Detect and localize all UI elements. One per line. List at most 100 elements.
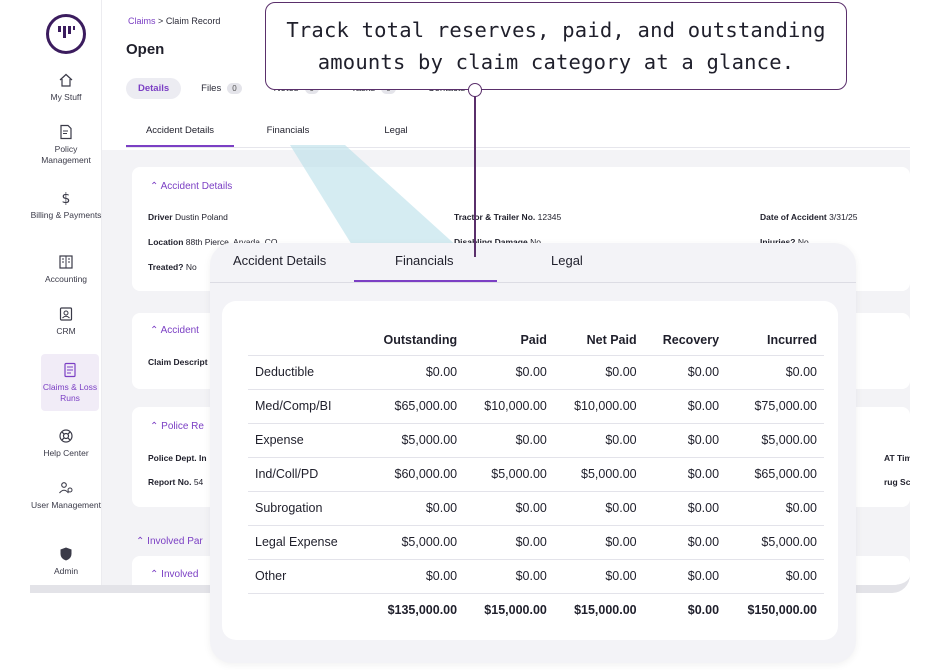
tab-files[interactable]: Files 0 xyxy=(189,78,254,99)
row-label xyxy=(248,592,362,627)
nav-help-center[interactable]: Help Center xyxy=(30,428,102,459)
treated-field: Treated? No xyxy=(148,262,197,272)
table-cell: $0.00 xyxy=(643,524,727,559)
subtab-legal[interactable]: Legal xyxy=(384,125,408,136)
driver-field: Driver Dustin Poland xyxy=(148,212,228,222)
row-label: Subrogation xyxy=(248,490,362,525)
field-label: Injuries? xyxy=(760,237,796,247)
table-cell: $0.00 xyxy=(643,490,727,525)
table-cell: $0.00 xyxy=(643,592,727,627)
subtab-accident-details[interactable]: Accident Details xyxy=(126,120,234,147)
table-row: Deductible $0.00 $0.00 $0.00 $0.00 $0.00 xyxy=(248,354,824,389)
nav-accounting[interactable]: Accounting xyxy=(30,254,102,285)
table-cell: $0.00 xyxy=(361,490,465,525)
column-header: Incurred xyxy=(766,332,817,347)
table-cell: $0.00 xyxy=(361,354,465,389)
zoom-tab-financials[interactable]: Financials xyxy=(395,253,454,268)
field-value: 12345 xyxy=(537,212,562,222)
nav-label: Billing & Payments xyxy=(30,210,102,220)
table-cell: $0.00 xyxy=(643,388,727,423)
nav-billing-payments[interactable]: $ Billing & Payments xyxy=(30,190,102,221)
claim-status-title: Open xyxy=(126,41,165,58)
column-header xyxy=(248,325,361,355)
breadcrumb: Claims > Claim Record xyxy=(128,16,220,26)
nav-claims-loss-runs[interactable]: Claims & Loss Runs xyxy=(41,354,99,412)
tab-label: Details xyxy=(138,83,170,94)
involved-parties-toggle[interactable]: ⌃ Involved Par xyxy=(136,536,203,547)
nav-label: Claims & Loss Runs xyxy=(42,382,98,403)
detail-subtabs: Accident Details Financials Legal xyxy=(126,120,450,147)
field-value: 54 xyxy=(193,477,204,487)
section-toggle[interactable]: ⌃ Accident Details xyxy=(150,181,233,192)
table-header-row: Outstanding Paid Net Paid Recovery Incur… xyxy=(248,325,824,355)
tab-details[interactable]: Details xyxy=(126,78,182,99)
table-cell: $5,000.00 xyxy=(553,456,644,491)
column-header: Net Paid xyxy=(586,332,637,347)
column-header: Outstanding xyxy=(383,332,458,347)
row-label: Ind/Coll/PD xyxy=(248,456,362,491)
company-logo[interactable] xyxy=(46,14,86,54)
section-toggle[interactable]: ⌃ Involved xyxy=(150,569,199,580)
table-row: Ind/Coll/PD $60,000.00 $5,000.00 $5,000.00 $… xyxy=(248,456,824,491)
breadcrumb-claims-link[interactable]: Claims xyxy=(128,16,156,26)
section-toggle[interactable]: ⌃ Accident xyxy=(150,325,199,336)
zoom-tabs: Accident Details Financials Legal xyxy=(210,243,856,283)
table-row: Subrogation $0.00 $0.00 $0.00 $0.00 $0.00 xyxy=(248,490,824,525)
table-cell: $5,000.00 xyxy=(361,524,465,559)
nav-user-management[interactable]: User Management xyxy=(30,480,102,511)
section-title: Police Re xyxy=(161,421,204,432)
table-cell: $0.00 xyxy=(464,422,554,457)
table-row: Legal Expense $5,000.00 $0.00 $0.00 $0.00 $5,… xyxy=(248,524,824,559)
lifebuoy-icon xyxy=(59,429,73,443)
nav-my-stuff[interactable]: My Stuff xyxy=(30,72,102,103)
callout-text: Track total reserves, paid, and outstand… xyxy=(286,18,826,74)
table-cell: $0.00 xyxy=(464,524,554,559)
field-label: Location xyxy=(148,237,184,247)
date-field: Date of Accident 3/31/25 xyxy=(760,212,858,222)
claims-icon xyxy=(64,362,76,378)
section-title: Accident xyxy=(160,325,199,336)
table-cell: $135,000.00 xyxy=(361,592,465,627)
shield-icon xyxy=(60,547,72,561)
table-cell: $0.00 xyxy=(553,490,644,525)
table-cell: $0.00 xyxy=(464,354,554,389)
table-cell: $5,000.00 xyxy=(464,456,554,491)
tractor-field: Tractor & Trailer No. 12345 xyxy=(454,212,561,222)
field-label: rug Screen 3 xyxy=(884,477,910,487)
nav-label: My Stuff xyxy=(50,92,82,102)
table-cell: $0.00 xyxy=(464,558,554,593)
field-value: No xyxy=(530,237,541,247)
column-header: Paid xyxy=(520,332,547,347)
nav-admin[interactable]: Admin xyxy=(30,546,102,577)
nav-policy-management[interactable]: Policy Management xyxy=(30,124,102,165)
column-header: Recovery xyxy=(662,332,720,347)
row-label: Legal Expense xyxy=(248,524,362,559)
callout-pointer-line xyxy=(474,89,476,257)
nav-label: CRM xyxy=(56,326,76,336)
table-cell: $0.00 xyxy=(553,524,644,559)
drug-screen-field: rug Screen 3 xyxy=(884,477,910,487)
section-toggle[interactable]: ⌃ Police Re xyxy=(150,421,204,432)
nav-crm[interactable]: CRM xyxy=(30,306,102,337)
table-cell: $65,000.00 xyxy=(726,456,824,491)
field-label: AT Timeline xyxy=(884,453,910,463)
table-cell: $5,000.00 xyxy=(726,524,824,559)
table-row: Med/Comp/BI $65,000.00 $10,000.00 $10,000.0… xyxy=(248,388,824,423)
field-value: Dustin Poland xyxy=(174,212,228,222)
row-label: Expense xyxy=(248,422,362,457)
table-cell: $75,000.00 xyxy=(726,388,824,423)
zoom-tab-accident-details[interactable]: Accident Details xyxy=(233,253,327,268)
svg-text:$: $ xyxy=(62,191,71,206)
contact-card-icon xyxy=(59,307,73,321)
field-label: Treated? xyxy=(148,262,184,272)
table-cell: $0.00 xyxy=(553,558,644,593)
zoom-tab-legal[interactable]: Legal xyxy=(551,253,583,268)
claim-description-field: Claim Descript xyxy=(148,357,208,367)
field-value: 3/31/25 xyxy=(829,212,858,222)
table-cell: $10,000.00 xyxy=(464,388,554,423)
table-cell: $60,000.00 xyxy=(361,456,465,491)
timeline-field: AT Timeline xyxy=(884,453,910,463)
damage-field: Disabling Damage No xyxy=(454,237,541,247)
subtab-financials[interactable]: Financials xyxy=(266,125,310,136)
table-cell: $150,000.00 xyxy=(726,592,824,627)
